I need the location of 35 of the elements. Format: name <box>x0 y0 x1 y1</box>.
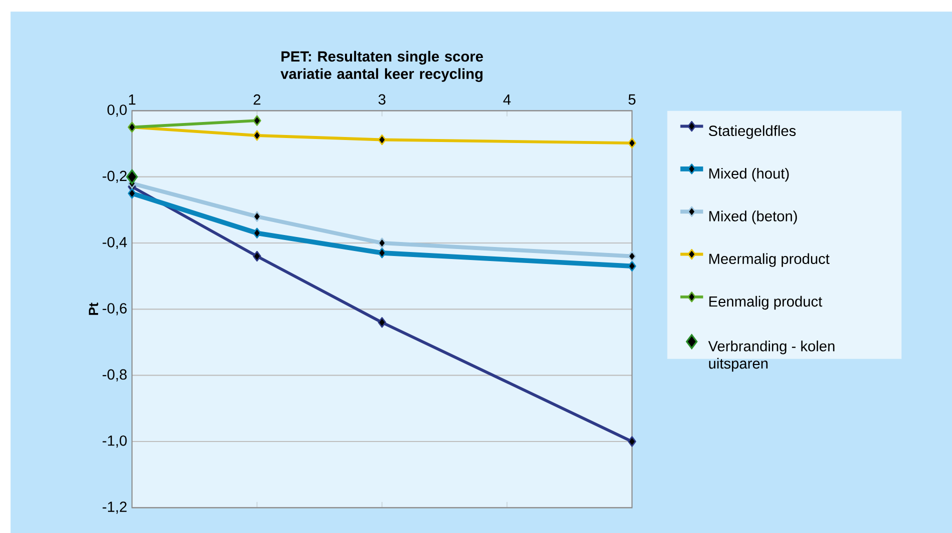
point <box>378 238 386 248</box>
y-tick-label: -0,8 <box>102 369 127 382</box>
y-tick-label: -0,2 <box>102 170 127 183</box>
point <box>252 228 262 238</box>
y-axis-title: Pt <box>88 302 98 315</box>
legend-label: Statiegeldfles <box>708 125 796 139</box>
y-tick-label: -0,6 <box>102 303 127 316</box>
x-tick-label: 5 <box>628 94 636 105</box>
point <box>252 211 262 222</box>
point <box>378 134 386 146</box>
y-tick-label: -1,0 <box>102 435 127 448</box>
x-tick-label: 2 <box>254 94 260 105</box>
legend-label: Mixed (hout) <box>709 168 789 182</box>
y-tick-label: -1,2 <box>102 502 127 514</box>
y-tick-label: -0,4 <box>102 236 127 250</box>
point <box>126 169 138 184</box>
point <box>378 317 386 328</box>
y-tick-label: 0,0 <box>107 104 127 117</box>
point <box>252 130 262 141</box>
point <box>252 250 262 262</box>
point <box>628 250 636 262</box>
legend-label: Verbranding - kolen uitsparen <box>708 340 834 372</box>
x-tick-label: 3 <box>378 94 386 105</box>
point <box>628 260 636 272</box>
legend-label: Eenmalig product <box>709 296 822 310</box>
legend-label: Mixed (beton) <box>709 210 797 224</box>
point <box>378 248 386 258</box>
chart-title: PET: Resultaten single score variatie aantal keer recycling <box>280 50 483 82</box>
point <box>252 115 262 126</box>
point <box>628 138 636 148</box>
point <box>628 436 636 447</box>
x-tick-label: 4 <box>503 94 511 105</box>
legend-label: Meermalig product <box>709 253 830 267</box>
x-tick-label: 1 <box>129 94 136 105</box>
point <box>128 188 136 199</box>
